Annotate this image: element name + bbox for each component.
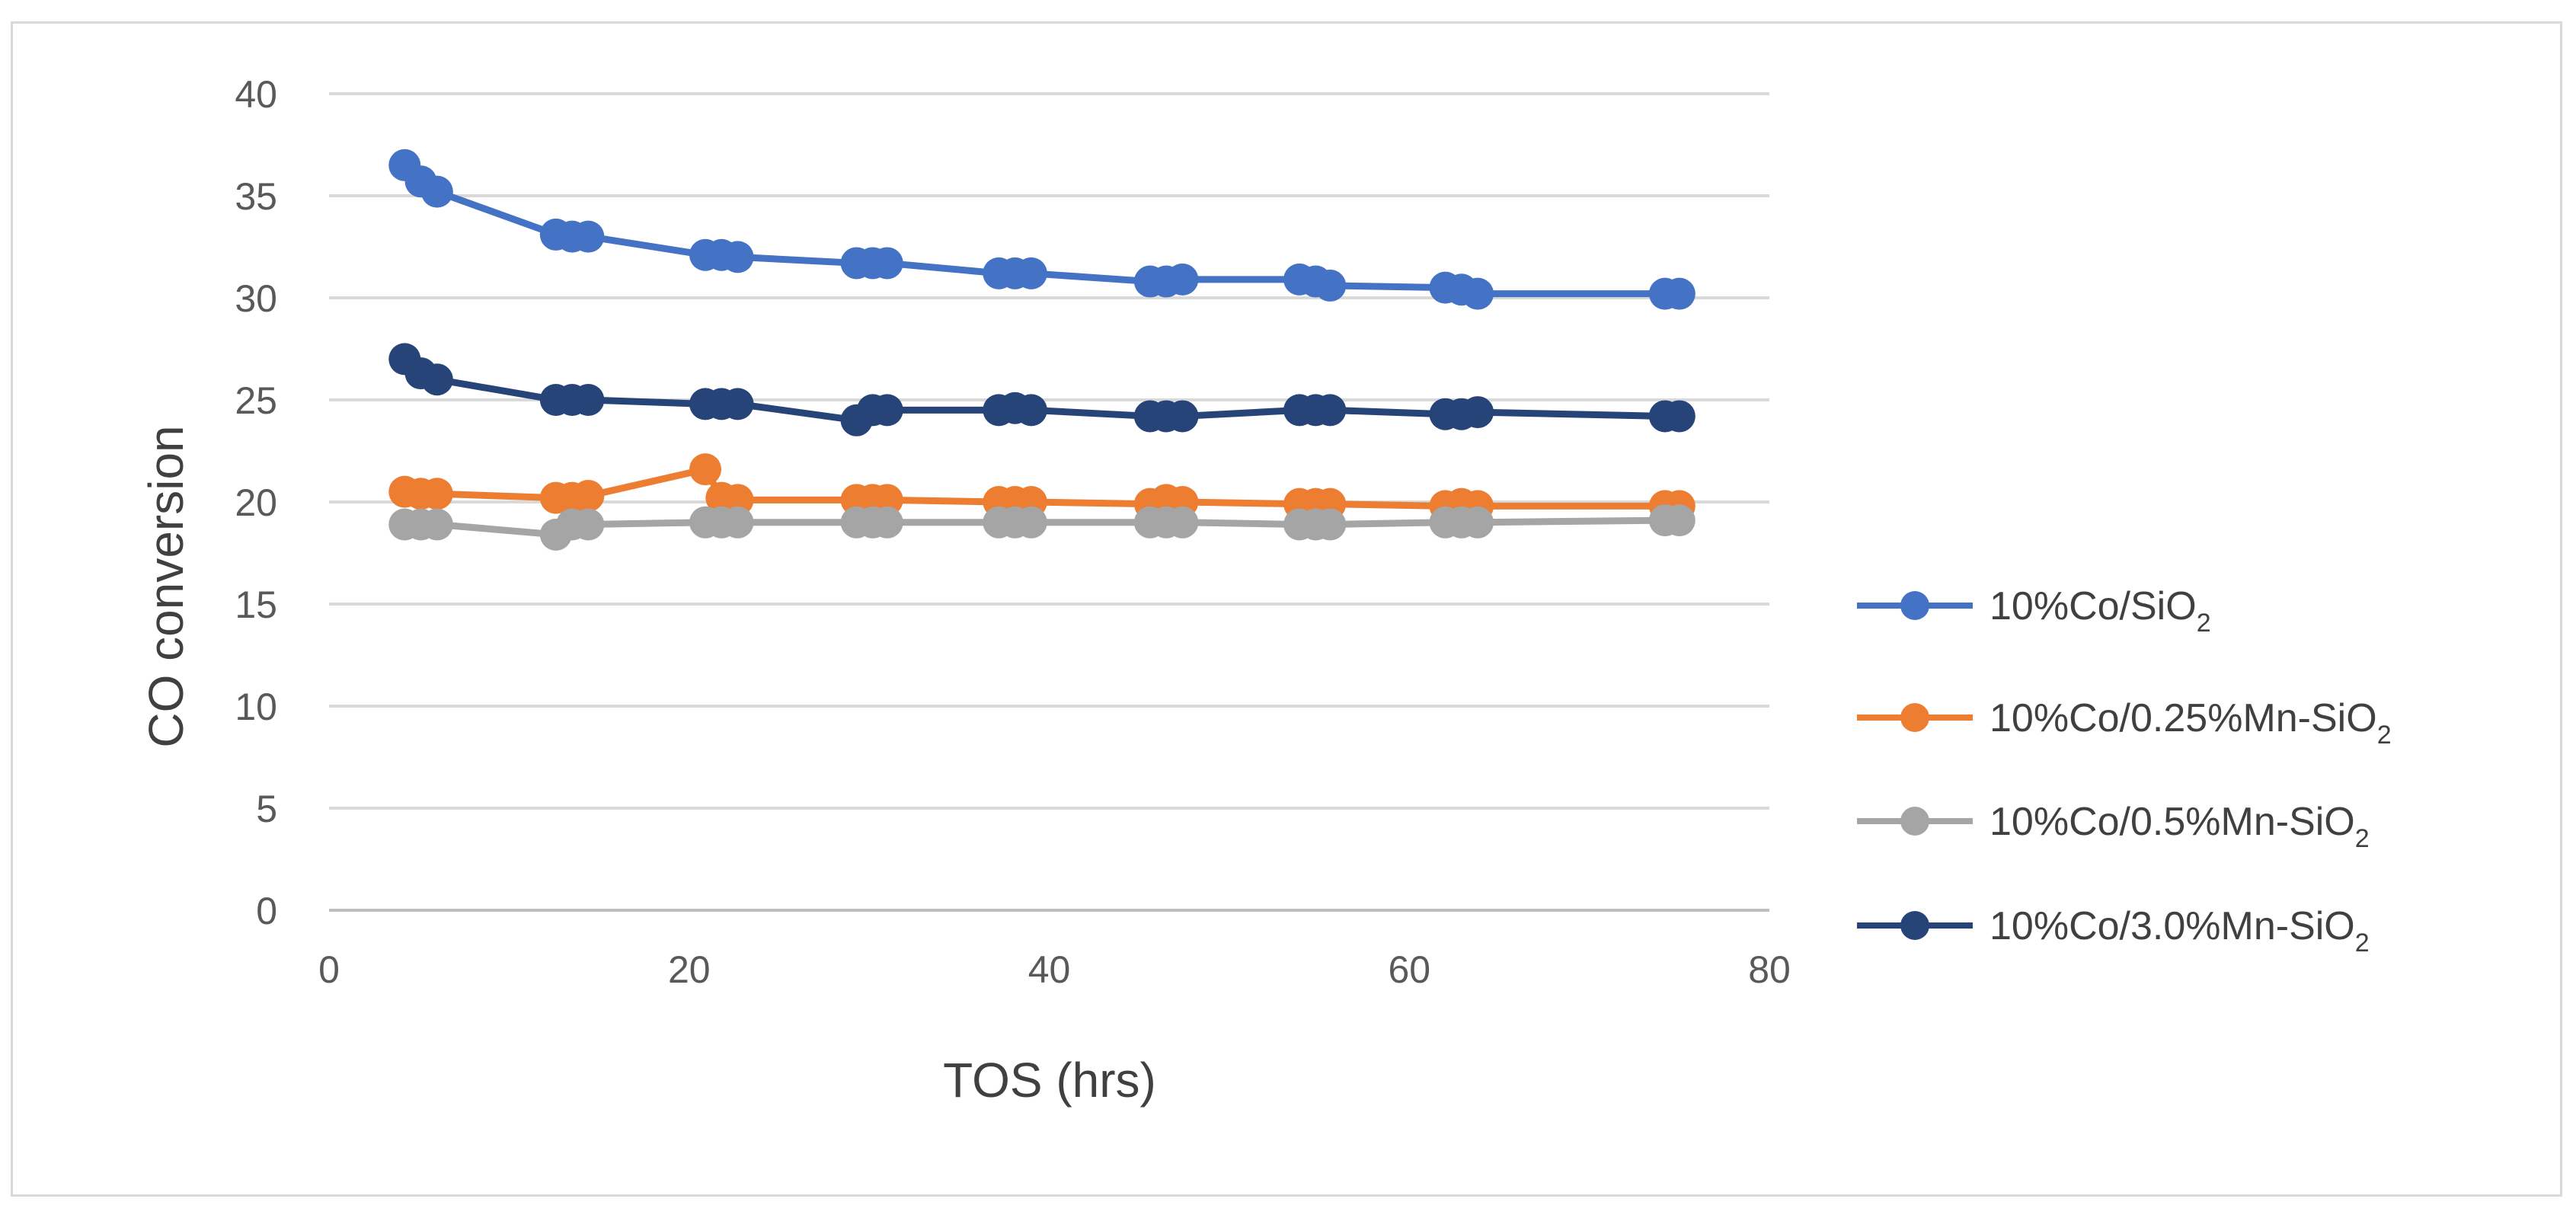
data-point <box>689 453 722 486</box>
data-point <box>1663 504 1695 537</box>
x-tick-label: 80 <box>1748 948 1791 991</box>
data-point <box>1462 396 1494 429</box>
data-point <box>572 479 605 512</box>
y-tick-label: 10 <box>235 686 277 728</box>
data-point <box>1314 269 1347 302</box>
legend-marker <box>1900 591 1929 620</box>
data-point <box>871 506 903 539</box>
legend-label-subscript: 2 <box>2355 929 2370 957</box>
data-point <box>1462 277 1494 310</box>
y-axis-title: CO conversion <box>139 425 193 747</box>
data-point <box>1166 263 1199 296</box>
chart-frame <box>11 21 2562 1197</box>
y-tick-label: 25 <box>235 379 277 422</box>
data-point <box>1166 506 1199 539</box>
y-tick-label: 0 <box>256 890 277 932</box>
data-point <box>721 388 754 420</box>
legend: 10%Co/SiO210%Co/0.25%Mn-SiO210%Co/0.5%Mn… <box>1857 584 2392 957</box>
legend-label-main: 10%Co/0.25%Mn-SiO <box>1990 696 2377 740</box>
data-point <box>871 247 903 280</box>
series-1 <box>388 149 1695 310</box>
series-group <box>388 149 1695 551</box>
data-point <box>1314 508 1347 541</box>
legend-label-main: 10%Co/0.5%Mn-SiO <box>1990 800 2355 844</box>
data-point <box>1462 506 1494 539</box>
legend-marker <box>1900 703 1929 732</box>
y-tick-label: 5 <box>256 788 277 830</box>
legend-label: 10%Co/0.25%Mn-SiO2 <box>1990 696 2392 750</box>
data-point <box>420 478 453 510</box>
data-point <box>1314 394 1347 427</box>
data-point <box>1663 400 1695 433</box>
legend-item-1: 10%Co/SiO2 <box>1857 584 2211 638</box>
y-tick-label: 15 <box>235 583 277 626</box>
x-tick-label: 60 <box>1388 948 1430 991</box>
legend-item-3: 10%Co/0.5%Mn-SiO2 <box>1857 800 2370 853</box>
series-3 <box>388 504 1695 551</box>
x-axis-title: TOS (hrs) <box>943 1053 1156 1108</box>
legend-label-subscript: 2 <box>2355 824 2370 853</box>
y-tick-labels: 0 5 10 15 20 25 30 35 40 <box>235 73 277 932</box>
series-4 <box>388 343 1695 436</box>
data-point <box>871 394 903 427</box>
data-point <box>1166 400 1199 433</box>
legend-label-main: 10%Co/SiO <box>1990 584 2197 628</box>
y-tick-label: 40 <box>235 73 277 116</box>
gridlines <box>329 92 1769 810</box>
legend-marker <box>1900 911 1929 940</box>
legend-label-main: 10%Co/3.0%Mn-SiO <box>1990 904 2355 948</box>
data-point <box>572 508 605 541</box>
x-tick-label: 40 <box>1028 948 1071 991</box>
legend-label: 10%Co/SiO2 <box>1990 584 2211 638</box>
data-point <box>721 241 754 273</box>
data-point <box>420 175 453 208</box>
legend-marker <box>1900 807 1929 836</box>
legend-label-subscript: 2 <box>2377 721 2392 750</box>
data-point <box>572 384 605 416</box>
legend-label: 10%Co/3.0%Mn-SiO2 <box>1990 904 2370 957</box>
legend-label-subscript: 2 <box>2197 609 2211 638</box>
y-tick-label: 20 <box>235 481 277 524</box>
data-point <box>420 508 453 541</box>
data-point <box>1015 394 1047 427</box>
legend-item-4: 10%Co/3.0%Mn-SiO2 <box>1857 904 2370 957</box>
data-point <box>1663 277 1695 310</box>
x-tick-labels: 0 20 40 60 80 <box>318 948 1791 991</box>
x-tick-label: 20 <box>668 948 711 991</box>
legend-label: 10%Co/0.5%Mn-SiO2 <box>1990 800 2370 853</box>
y-tick-label: 35 <box>235 175 277 218</box>
data-point <box>721 484 754 516</box>
data-point <box>420 363 453 396</box>
data-point <box>1015 257 1047 289</box>
data-point <box>721 506 754 539</box>
data-point <box>1015 506 1047 539</box>
data-point <box>572 220 605 253</box>
y-tick-label: 30 <box>235 277 277 320</box>
x-tick-label: 0 <box>318 948 340 991</box>
legend-item-2: 10%Co/0.25%Mn-SiO2 <box>1857 696 2392 750</box>
